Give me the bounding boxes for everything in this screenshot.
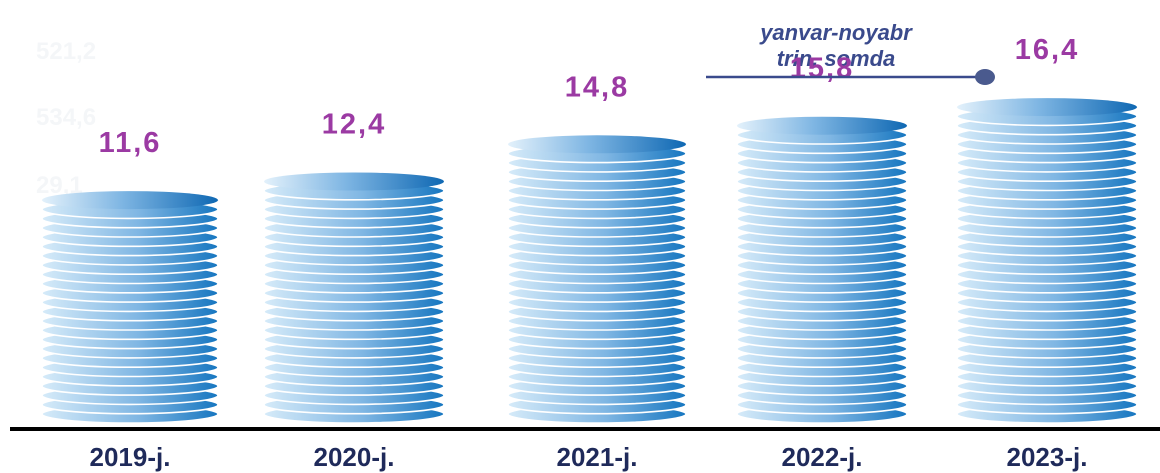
coin-stack-top xyxy=(508,135,686,154)
annotation-line-1: yanvar-noyabr xyxy=(760,20,912,45)
category-label: 2019-j. xyxy=(90,442,171,472)
value-label: 15,8 xyxy=(790,53,854,85)
value-label: 11,6 xyxy=(99,127,162,159)
category-label: 2021-j. xyxy=(557,442,638,472)
annotation-line-2: trin. somda xyxy=(776,46,896,71)
value-label: 12,4 xyxy=(322,109,386,141)
coin-stack-top xyxy=(42,191,218,210)
coin-stack-bar xyxy=(956,98,1138,424)
coin-stack-bar xyxy=(736,116,908,424)
coin-stack-top xyxy=(737,116,907,135)
value-label: 16,4 xyxy=(1015,34,1079,66)
faint-label: 521,2 xyxy=(36,38,97,65)
faint-label: 534,6 xyxy=(36,104,97,131)
coin-stack-bar xyxy=(507,135,687,424)
coin-stack-top xyxy=(264,172,444,191)
category-label: 2020-j. xyxy=(314,442,395,472)
coin-stack-bar xyxy=(263,172,445,424)
value-label: 14,8 xyxy=(565,71,629,103)
coin-stack-top xyxy=(957,98,1137,117)
category-label: 2022-j. xyxy=(782,442,863,472)
coin-stack-bar xyxy=(41,191,219,424)
category-label: 2023-j. xyxy=(1007,442,1088,472)
annotation-dot xyxy=(975,69,995,85)
